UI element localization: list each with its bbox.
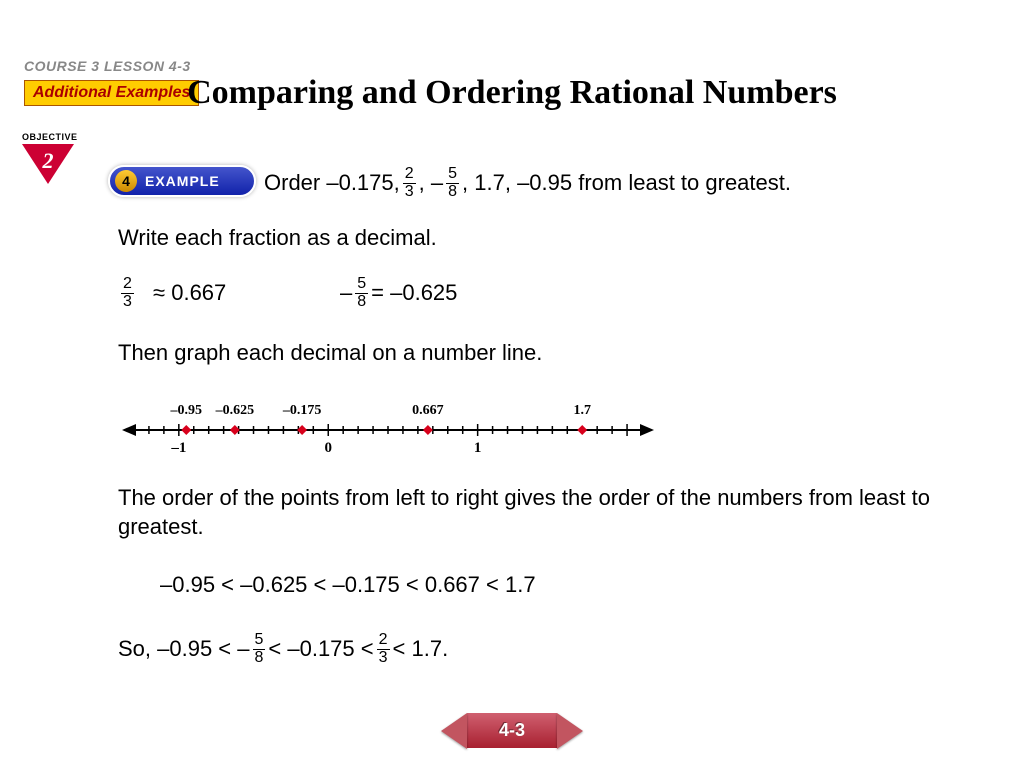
number-line: –1 0 1 –0.95 –0.625 –0.175 0.667 1.7: [118, 388, 658, 458]
decimal-conv-1: 2 3 ≈ 0.667: [118, 276, 226, 311]
so-a: So, –0.95 < –: [118, 636, 250, 662]
svg-text:0: 0: [324, 440, 332, 456]
next-arrow-icon[interactable]: [557, 713, 583, 749]
neg-sign: –: [340, 280, 352, 306]
inequality-decimals: –0.95 < –0.625 < –0.175 < 0.667 < 1.7: [160, 572, 536, 598]
fraction-2-3-b: 2 3: [121, 276, 134, 311]
order-explanation: The order of the points from left to rig…: [118, 484, 958, 541]
decimal-conv-2: – 5 8 = –0.625: [340, 276, 457, 311]
svg-text:–0.175: –0.175: [282, 403, 322, 418]
prev-arrow-icon[interactable]: [441, 713, 467, 749]
svg-text:0.667: 0.667: [412, 403, 444, 418]
fraction-5-8-c: 5 8: [253, 632, 266, 667]
equals-text: = –0.625: [371, 280, 457, 306]
nav-section[interactable]: 4-3: [465, 711, 559, 750]
nav-bar: 4-3: [0, 711, 1024, 750]
fraction-2-3: 2 3: [403, 166, 416, 201]
fraction-5-8: 5 8: [446, 166, 459, 201]
step-graph: Then graph each decimal on a number line…: [118, 340, 542, 366]
example-pill: 4 EXAMPLE: [108, 165, 256, 197]
example-number: 4: [115, 170, 137, 192]
so-c: < 1.7.: [393, 636, 449, 662]
objective-badge: OBJECTIVE 2: [22, 132, 78, 184]
objective-label: OBJECTIVE: [22, 132, 78, 142]
example-prompt: Order –0.175, 2 3 , – 5 8 , 1.7, –0.95 f…: [264, 166, 791, 201]
svg-text:1: 1: [474, 440, 482, 456]
svg-text:–0.95: –0.95: [170, 403, 203, 418]
svg-text:1.7: 1.7: [573, 403, 591, 418]
svg-text:–1: –1: [170, 440, 186, 456]
final-answer: So, –0.95 < – 5 8 < –0.175 < 2 3 < 1.7.: [118, 632, 448, 667]
fraction-5-8-b: 5 8: [355, 276, 368, 311]
objective-triangle-icon: 2: [22, 144, 74, 184]
so-b: < –0.175 <: [268, 636, 373, 662]
approx-text: ≈ 0.667: [153, 280, 226, 306]
fraction-2-3-c: 2 3: [377, 632, 390, 667]
prompt-text-c: , 1.7, –0.95 from least to greatest.: [462, 170, 791, 196]
example-label: EXAMPLE: [145, 173, 220, 189]
prompt-text-b: , –: [419, 170, 443, 196]
course-lesson-label: COURSE 3 LESSON 4-3: [24, 58, 191, 74]
step-write-decimal: Write each fraction as a decimal.: [118, 225, 437, 251]
objective-number: 2: [22, 148, 74, 174]
page-title: Comparing and Ordering Rational Numbers: [0, 74, 1024, 112]
svg-text:–0.625: –0.625: [215, 403, 255, 418]
prompt-text-a: Order –0.175,: [264, 170, 400, 196]
